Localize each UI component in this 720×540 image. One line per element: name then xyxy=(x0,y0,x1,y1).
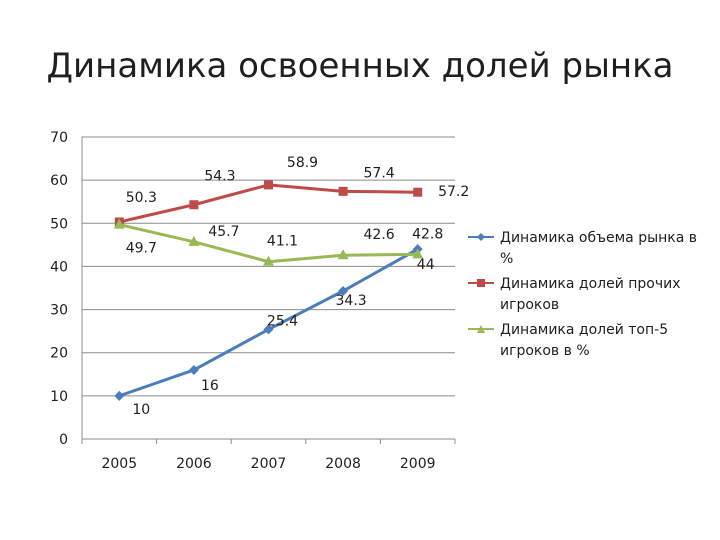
series-line-1 xyxy=(118,183,418,224)
x-tick-label-2005: 2005 xyxy=(101,456,137,472)
series-1-point-4 xyxy=(413,187,423,197)
series-2-point-1 xyxy=(188,235,200,246)
series-2-label-4: 42.8 xyxy=(412,226,443,242)
legend-swatch-top5-players xyxy=(468,325,494,333)
y-tick-label-60: 60 xyxy=(50,173,68,189)
series-1-label-0: 50.3 xyxy=(126,190,157,206)
series-2-point-0 xyxy=(113,218,125,229)
series-2-point-4 xyxy=(412,248,424,259)
y-tick-label-70: 70 xyxy=(50,130,68,146)
y-tick-label-40: 40 xyxy=(50,259,68,275)
legend-label-other-players: Динамика долей прочих игроков xyxy=(500,276,681,313)
x-tick-label-2006: 2006 xyxy=(176,456,212,472)
series-0-label-2: 25.4 xyxy=(267,313,298,329)
x-tick-label-2008: 2008 xyxy=(325,456,361,472)
legend: Динамика объема рынка в % Динамика долей… xyxy=(468,228,708,366)
series-0-label-1: 16 xyxy=(201,378,219,394)
series-1-point-1 xyxy=(189,200,199,210)
series-0-point-1 xyxy=(188,364,199,375)
legend-label-market-volume: Динамика объема рынка в % xyxy=(500,230,698,267)
series-0-label-4: 44 xyxy=(417,257,435,273)
chart-title: Динамика освоенных долей рынка xyxy=(46,46,674,86)
series-1-label-4: 57.2 xyxy=(438,184,469,200)
series-1-label-2: 58.9 xyxy=(287,155,318,171)
y-tick-label-20: 20 xyxy=(50,346,68,362)
series-2-label-0: 49.7 xyxy=(126,241,157,257)
series-2-label-2: 41.1 xyxy=(267,234,298,250)
series-1-label-3: 57.4 xyxy=(364,165,395,181)
legend-item-other-players: Динамика долей прочих игроков xyxy=(468,274,708,316)
legend-swatch-market-volume xyxy=(468,233,494,241)
legend-item-market-volume: Динамика объема рынка в % xyxy=(468,228,708,270)
series-2-point-2 xyxy=(263,255,274,266)
series-1-point-2 xyxy=(264,180,273,190)
series-1-label-1: 54.3 xyxy=(204,169,235,185)
series-0-label-0: 10 xyxy=(132,402,150,418)
series-2-label-1: 45.7 xyxy=(208,224,239,240)
legend-swatch-other-players xyxy=(468,279,494,287)
legend-label-top5-players: Динамика долей топ-5 игроков в % xyxy=(500,322,669,359)
series-2-label-3: 42.6 xyxy=(364,227,395,243)
series-2-point-3 xyxy=(337,249,349,260)
series-0-point-0 xyxy=(114,390,125,401)
y-tick-label-10: 10 xyxy=(50,389,68,405)
y-tick-label-0: 0 xyxy=(59,432,68,448)
legend-item-top5-players: Динамика долей топ-5 игроков в % xyxy=(468,320,708,362)
series-0-point-2 xyxy=(263,324,274,335)
y-tick-label-50: 50 xyxy=(50,216,68,232)
series-1-point-3 xyxy=(338,186,348,196)
series-0-label-3: 34.3 xyxy=(336,293,367,309)
series-0-point-3 xyxy=(338,286,349,297)
y-tick-label-30: 30 xyxy=(50,303,68,319)
x-tick-label-2007: 2007 xyxy=(251,456,287,472)
x-tick-label-2009: 2009 xyxy=(400,456,436,472)
